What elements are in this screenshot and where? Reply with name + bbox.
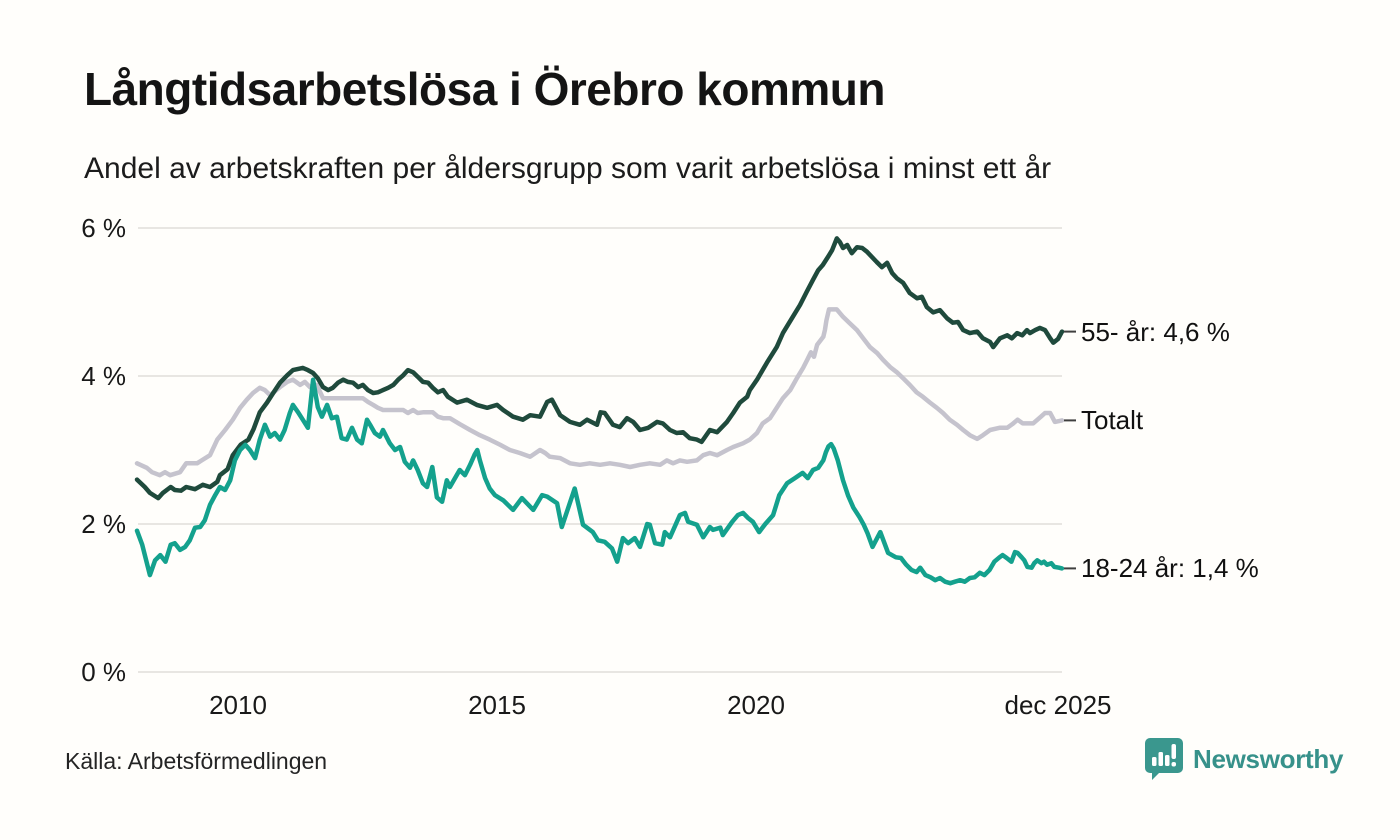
y-tick-label: 6 % [81, 213, 126, 243]
page-title: Långtidsarbetslösa i Örebro kommun [84, 63, 885, 115]
line-totalt [134, 307, 1065, 478]
newsworthy-brand-link[interactable]: Newsworthy [1144, 737, 1343, 781]
newsworthy-logo-icon [1145, 738, 1183, 780]
x-tick-label: 2020 [727, 690, 785, 720]
line-55-ar [134, 236, 1065, 501]
y-tick-label: 0 % [81, 657, 126, 687]
x-tick-label: 2015 [468, 690, 526, 720]
chart-subtitle: Andel av arbetskraften per åldersgrupp s… [84, 152, 1052, 185]
newsworthy-wordmark: Newsworthy [1193, 743, 1344, 774]
series-label-totalt: Totalt [1081, 405, 1144, 436]
series-label-18-24-ar: 18-24 år: 1,4 % [1081, 553, 1259, 584]
x-tick-label: dec 2025 [1005, 690, 1112, 720]
line-18-24-ar [134, 377, 1065, 586]
series-label-55-ar: 55- år: 4,6 % [1081, 316, 1230, 347]
y-tick-label: 4 % [81, 361, 126, 391]
source-attribution: Källa: Arbetsförmedlingen [65, 748, 328, 774]
x-tick-label: 2010 [209, 690, 267, 720]
y-tick-label: 2 % [81, 509, 126, 539]
